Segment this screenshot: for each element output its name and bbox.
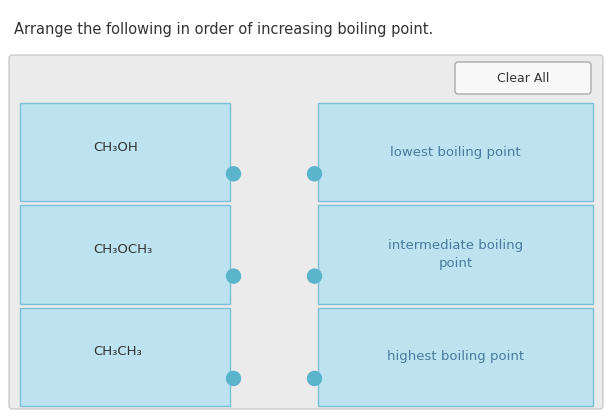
- FancyBboxPatch shape: [318, 103, 593, 201]
- FancyBboxPatch shape: [20, 103, 230, 201]
- Circle shape: [307, 372, 321, 385]
- FancyBboxPatch shape: [9, 55, 603, 409]
- Text: CH₃OH: CH₃OH: [94, 141, 138, 154]
- FancyBboxPatch shape: [318, 205, 593, 304]
- Circle shape: [226, 269, 241, 283]
- Circle shape: [226, 167, 241, 181]
- FancyBboxPatch shape: [455, 62, 591, 94]
- Circle shape: [307, 167, 321, 181]
- Text: CH₃OCH₃: CH₃OCH₃: [94, 243, 153, 256]
- Text: intermediate boiling
point: intermediate boiling point: [388, 239, 523, 269]
- FancyBboxPatch shape: [318, 308, 593, 406]
- Text: highest boiling point: highest boiling point: [387, 350, 524, 363]
- Circle shape: [226, 372, 241, 385]
- Text: CH₃CH₃: CH₃CH₃: [94, 345, 142, 359]
- Text: Arrange the following in order of increasing boiling point.: Arrange the following in order of increa…: [14, 22, 433, 37]
- Text: lowest boiling point: lowest boiling point: [390, 146, 521, 158]
- FancyBboxPatch shape: [20, 308, 230, 406]
- FancyBboxPatch shape: [20, 205, 230, 304]
- Circle shape: [307, 269, 321, 283]
- Text: Clear All: Clear All: [497, 71, 549, 85]
